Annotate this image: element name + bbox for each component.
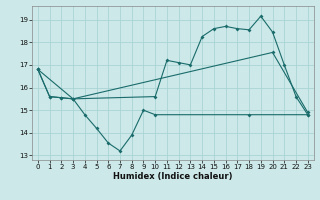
X-axis label: Humidex (Indice chaleur): Humidex (Indice chaleur) <box>113 172 233 181</box>
